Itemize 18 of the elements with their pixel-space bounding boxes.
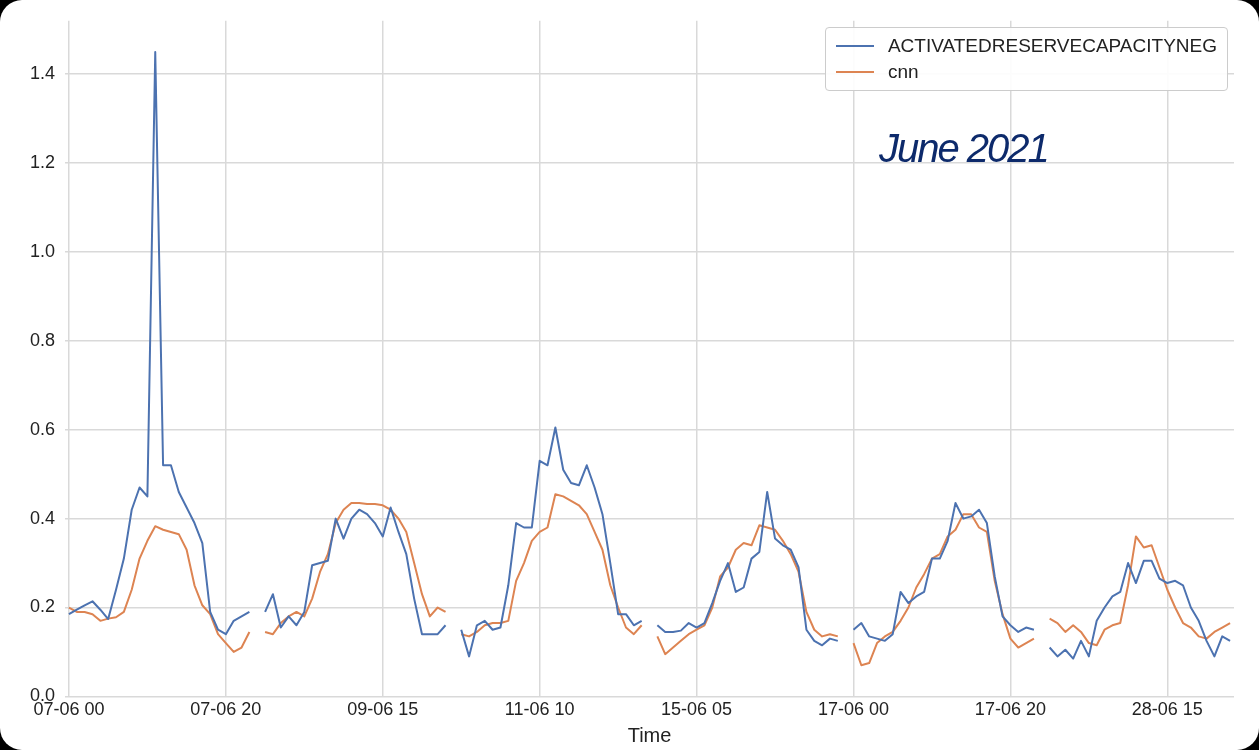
x-tick-label: 17-06 20 — [974, 699, 1046, 720]
x-axis-title: Time — [627, 723, 672, 746]
x-tick-label: 28-06 15 — [1131, 699, 1203, 720]
y-tick-label: 0.2 — [29, 596, 56, 617]
legend-label: ACTIVATEDRESERVECAPACITYNEG — [887, 34, 1217, 57]
annotation: June 2021 — [879, 125, 1048, 171]
y-tick-label: 1.0 — [29, 240, 56, 261]
y-tick-label: 0.6 — [29, 418, 56, 439]
x-tick-label: 09-06 15 — [347, 699, 419, 720]
x-tick-label: 15-06 05 — [661, 699, 733, 720]
y-tick-label: 1.4 — [29, 63, 56, 84]
x-tick-label: 07-06 20 — [190, 699, 262, 720]
y-tick-label: 1.2 — [29, 152, 56, 172]
x-tick-label: 11-06 10 — [504, 699, 575, 720]
y-tick-label: 0.4 — [29, 507, 56, 528]
legend-label: cnn — [887, 60, 919, 83]
y-tick-label: 0.8 — [29, 329, 56, 350]
x-tick-label: 17-06 00 — [817, 699, 890, 720]
